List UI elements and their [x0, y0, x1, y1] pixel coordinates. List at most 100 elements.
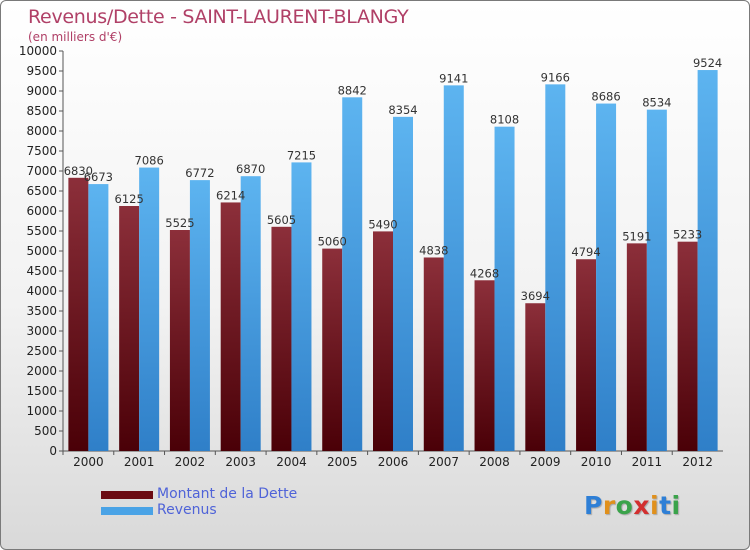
debt-value-label: 6214 — [216, 188, 245, 202]
revenue-bar — [240, 176, 261, 451]
debt-value-label: 6125 — [115, 192, 144, 206]
revenue-value-label: 7215 — [287, 148, 316, 162]
y-tick-label: 6000 — [26, 204, 57, 218]
logo-letter: i — [671, 491, 681, 520]
debt-value-label: 5490 — [368, 217, 397, 231]
revenue-bar — [139, 167, 160, 451]
revenue-value-label: 9524 — [693, 56, 722, 70]
y-tick-label: 500 — [34, 424, 57, 438]
revenue-value-label: 8354 — [388, 103, 417, 117]
revenue-value-label: 7086 — [135, 154, 164, 168]
debt-value-label: 5525 — [165, 216, 194, 230]
y-tick-label: 4500 — [26, 264, 57, 278]
x-tick-label: 2005 — [327, 455, 358, 469]
revenue-bar — [342, 97, 363, 451]
x-tick-label: 2001 — [124, 455, 155, 469]
y-tick-label: 1500 — [26, 384, 57, 398]
chart-title: Revenus/Dette - SAINT-LAURENT-BLANGY — [28, 6, 409, 28]
debt-bar — [423, 257, 444, 451]
debt-bar — [169, 230, 190, 451]
debt-value-label: 5060 — [318, 235, 347, 249]
y-tick-label: 8000 — [26, 124, 57, 138]
revenue-bar — [697, 70, 718, 451]
revenue-bar — [88, 184, 109, 451]
debt-value-label: 6830 — [64, 164, 93, 178]
legend-label-revenue: Revenus — [157, 502, 217, 518]
debt-value-label: 5191 — [622, 229, 651, 243]
debt-value-label: 5233 — [673, 228, 702, 242]
y-tick-label: 1000 — [26, 404, 57, 418]
x-tick-label: 2004 — [276, 455, 307, 469]
debt-bar — [68, 177, 89, 452]
chart-subtitle: (en milliers d'€) — [28, 30, 123, 44]
revenue-value-label: 6870 — [236, 162, 265, 176]
x-tick-label: 2008 — [479, 455, 510, 469]
debt-bar — [271, 226, 292, 451]
legend-swatch-debt — [101, 491, 153, 499]
x-tick-label: 2010 — [581, 455, 612, 469]
y-tick-label: 5500 — [26, 224, 57, 238]
legend-label-debt: Montant de la Dette — [157, 486, 298, 502]
x-tick-label: 2006 — [378, 455, 409, 469]
x-tick-label: 2007 — [428, 455, 459, 469]
y-tick-label: 2000 — [26, 364, 57, 378]
y-tick-label: 6500 — [26, 184, 57, 198]
debt-value-label: 5605 — [267, 213, 296, 227]
y-tick-label: 0 — [49, 444, 57, 458]
revenue-value-label: 9166 — [541, 70, 570, 84]
y-tick-label: 10000 — [19, 44, 57, 58]
logo-letter: x — [633, 491, 650, 520]
debt-bar — [373, 231, 393, 451]
y-tick-label: 9500 — [26, 64, 57, 78]
debt-bar — [474, 280, 495, 451]
y-tick-label: 7000 — [26, 164, 57, 178]
debt-value-label: 3694 — [521, 289, 550, 303]
logo-letter: t — [659, 491, 672, 520]
y-tick-label: 9000 — [26, 84, 57, 98]
revenue-value-label: 9141 — [439, 71, 468, 85]
revenue-value-label: 8686 — [591, 90, 620, 104]
y-tick-label: 8500 — [26, 104, 57, 118]
revenue-bar — [291, 162, 312, 451]
revenue-bar — [545, 84, 566, 452]
revenue-bar — [189, 180, 210, 451]
logo-letter: i — [650, 491, 660, 520]
logo-letter: P — [584, 491, 603, 520]
x-tick-label: 2012 — [682, 455, 713, 469]
x-tick-label: 2009 — [530, 455, 561, 469]
x-tick-label: 2000 — [73, 455, 104, 469]
revenue-value-label: 6673 — [84, 170, 113, 184]
debt-value-label: 4794 — [571, 245, 600, 259]
x-tick-label: 2003 — [225, 455, 256, 469]
y-tick-label: 5000 — [26, 244, 57, 258]
y-tick-label: 2500 — [26, 344, 57, 358]
revenue-bar — [443, 85, 464, 452]
revenue-value-label: 8534 — [642, 96, 671, 110]
legend-swatch-revenue — [101, 507, 153, 515]
y-tick-label: 3500 — [26, 304, 57, 318]
debt-bar — [576, 259, 597, 451]
x-tick-label: 2002 — [175, 455, 206, 469]
revenue-bar — [494, 126, 515, 452]
revenue-bar — [596, 103, 617, 451]
y-tick-label: 4000 — [26, 284, 57, 298]
debt-value-label: 4838 — [419, 243, 448, 257]
proxiti-logo: Proxiti — [584, 491, 681, 520]
debt-bar — [322, 248, 343, 451]
debt-bar — [626, 243, 647, 451]
debt-bar — [119, 206, 140, 451]
y-tick-label: 7500 — [26, 144, 57, 158]
logo-letter: o — [615, 491, 634, 520]
revenue-bar — [393, 116, 413, 451]
x-tick-label: 2011 — [632, 455, 663, 469]
debt-bar — [525, 303, 546, 451]
revenue-value-label: 8842 — [338, 83, 367, 97]
logo-letter: r — [602, 491, 616, 520]
debt-value-label: 4268 — [470, 266, 499, 280]
revenue-value-label: 8108 — [490, 113, 519, 127]
y-tick-label: 3000 — [26, 324, 57, 338]
revenue-value-label: 6772 — [185, 166, 214, 180]
debt-bar — [220, 202, 241, 451]
